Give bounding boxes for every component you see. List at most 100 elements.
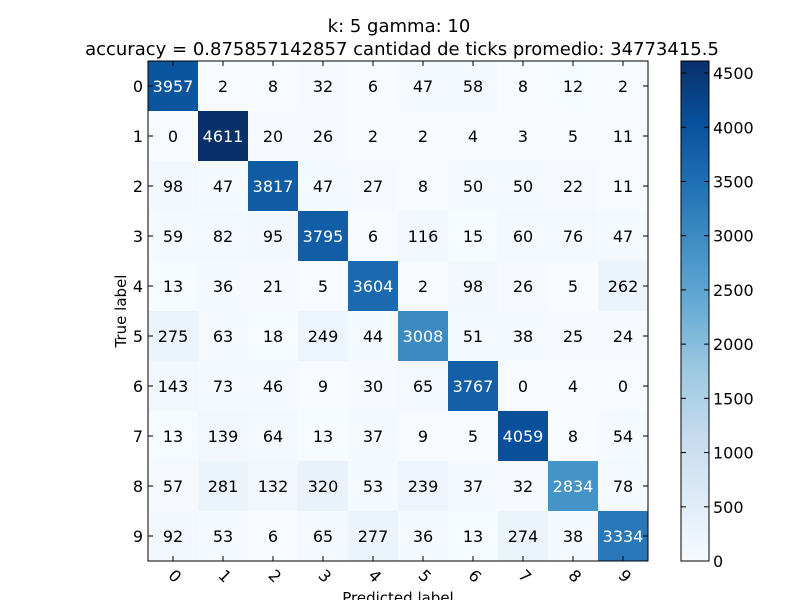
y-axis-ticks: 0 12 3 4 5 6 7 8 9 bbox=[133, 77, 648, 546]
heatmap-cell bbox=[498, 311, 548, 361]
cell-value-label: 13 bbox=[463, 527, 483, 546]
cell-value-label: 262 bbox=[608, 277, 639, 296]
cell-value-label: 275 bbox=[158, 327, 189, 346]
heatmap-cell bbox=[248, 61, 298, 111]
heatmap-cell bbox=[398, 261, 448, 311]
heatmap-cell bbox=[498, 261, 548, 311]
cell-value-label: 5 bbox=[568, 277, 578, 296]
cell-value-label: 47 bbox=[413, 77, 433, 96]
chart-subtitle: accuracy = 0.875857142857 cantidad de ti… bbox=[85, 39, 719, 60]
y-tick-label: 3 bbox=[133, 227, 143, 246]
heatmap-cell bbox=[598, 61, 648, 111]
cell-value-label: 4 bbox=[568, 377, 578, 396]
cell-value-label: 4059 bbox=[503, 427, 544, 446]
heatmap-cell bbox=[448, 311, 498, 361]
heatmap-cell bbox=[298, 311, 348, 361]
heatmap-cell bbox=[548, 161, 598, 211]
heatmap-cell bbox=[448, 361, 498, 411]
heatmap-cell bbox=[198, 511, 248, 561]
cell-value-label: 4 bbox=[468, 127, 478, 146]
heatmap-cell bbox=[198, 461, 248, 511]
cell-value-label: 51 bbox=[463, 327, 483, 346]
heatmap-cell bbox=[348, 311, 398, 361]
heatmap-cell bbox=[398, 211, 448, 261]
heatmap-cell bbox=[298, 361, 348, 411]
y-tick-label: 2 bbox=[133, 177, 143, 196]
cell-value-label: 6 bbox=[268, 527, 278, 546]
cell-value-label: 37 bbox=[463, 477, 483, 496]
cell-value-label: 58 bbox=[463, 77, 483, 96]
cell-value-label: 3008 bbox=[403, 327, 444, 346]
cell-value-label: 249 bbox=[308, 327, 339, 346]
cell-value-label: 47 bbox=[613, 227, 633, 246]
heatmap-cell bbox=[448, 261, 498, 311]
cell-value-label: 8 bbox=[568, 427, 578, 446]
heatmap-cell bbox=[598, 311, 648, 361]
cell-value-label: 64 bbox=[263, 427, 283, 446]
x-tick-label: 8 bbox=[565, 566, 586, 587]
heatmap-cell bbox=[298, 461, 348, 511]
heatmap-cell bbox=[248, 461, 298, 511]
heatmap-cell bbox=[198, 261, 248, 311]
colorbar-tick-label: 4000 bbox=[713, 118, 754, 137]
chart-title: k: 5 gamma: 10 bbox=[328, 16, 471, 37]
y-tick-label: 7 bbox=[133, 427, 143, 446]
cell-value-label: 22 bbox=[563, 177, 583, 196]
heatmap-cell bbox=[498, 511, 548, 561]
cell-value-label: 30 bbox=[363, 377, 383, 396]
cell-value-label: 15 bbox=[463, 227, 483, 246]
cell-value-label: 38 bbox=[513, 327, 533, 346]
cell-value-label: 98 bbox=[463, 277, 483, 296]
cell-value-label: 6 bbox=[368, 227, 378, 246]
heatmap-cell bbox=[398, 411, 448, 461]
plot-frame bbox=[147, 60, 649, 562]
colorbar-tick-label: 500 bbox=[713, 498, 744, 517]
colorbar: 0 500 1000 1500 2000 2500 3000 3500 4000 4500 bbox=[680, 60, 754, 571]
cell-value-label: 9 bbox=[318, 377, 328, 396]
cell-value-label: 12 bbox=[563, 77, 583, 96]
colorbar-tick-label: 4500 bbox=[713, 64, 754, 83]
heatmap-cell bbox=[598, 411, 648, 461]
cell-value-label: 3604 bbox=[353, 277, 394, 296]
cell-value-label: 6 bbox=[368, 77, 378, 96]
heatmap-cell bbox=[398, 161, 448, 211]
cell-value-label: 54 bbox=[613, 427, 633, 446]
heatmap-cell bbox=[148, 411, 198, 461]
cell-value-label: 44 bbox=[363, 327, 383, 346]
heatmap-cell bbox=[398, 461, 448, 511]
cell-value-label: 8 bbox=[518, 77, 528, 96]
cell-value-label: 9 bbox=[418, 427, 428, 446]
cell-value-label: 11 bbox=[613, 177, 633, 196]
heatmap-cell bbox=[348, 461, 398, 511]
heatmap-cell bbox=[198, 161, 248, 211]
cell-value-label: 8 bbox=[418, 177, 428, 196]
heatmap-cell bbox=[148, 261, 198, 311]
heatmap-cell bbox=[248, 411, 298, 461]
x-tick-label: 6 bbox=[465, 566, 486, 587]
cell-value-label: 3817 bbox=[253, 177, 294, 196]
heatmap-cell bbox=[598, 461, 648, 511]
x-tick-label: 2 bbox=[265, 566, 286, 587]
x-tick-label: 3 bbox=[315, 566, 336, 587]
heatmap-cell bbox=[298, 511, 348, 561]
cell-value-label: 20 bbox=[263, 127, 283, 146]
heatmap-cell bbox=[248, 361, 298, 411]
cell-value-label: 0 bbox=[618, 377, 628, 396]
heatmap-cell bbox=[248, 111, 298, 161]
cell-value-label: 13 bbox=[163, 277, 183, 296]
cell-value-label: 63 bbox=[213, 327, 233, 346]
cell-value-label: 59 bbox=[163, 227, 183, 246]
cell-value-label: 65 bbox=[413, 377, 433, 396]
heatmap-cell bbox=[348, 511, 398, 561]
cell-value-label: 13 bbox=[163, 427, 183, 446]
cell-value-label: 18 bbox=[263, 327, 283, 346]
heatmap-cell bbox=[498, 61, 548, 111]
heatmap-cell bbox=[448, 461, 498, 511]
heatmap-cell bbox=[148, 511, 198, 561]
cell-value-label: 37 bbox=[363, 427, 383, 446]
heatmap-cell bbox=[548, 461, 598, 511]
heatmap-cell bbox=[498, 361, 548, 411]
heatmap-cell bbox=[298, 411, 348, 461]
cell-value-label: 8 bbox=[268, 77, 278, 96]
colorbar-tick-label: 1500 bbox=[713, 389, 754, 408]
